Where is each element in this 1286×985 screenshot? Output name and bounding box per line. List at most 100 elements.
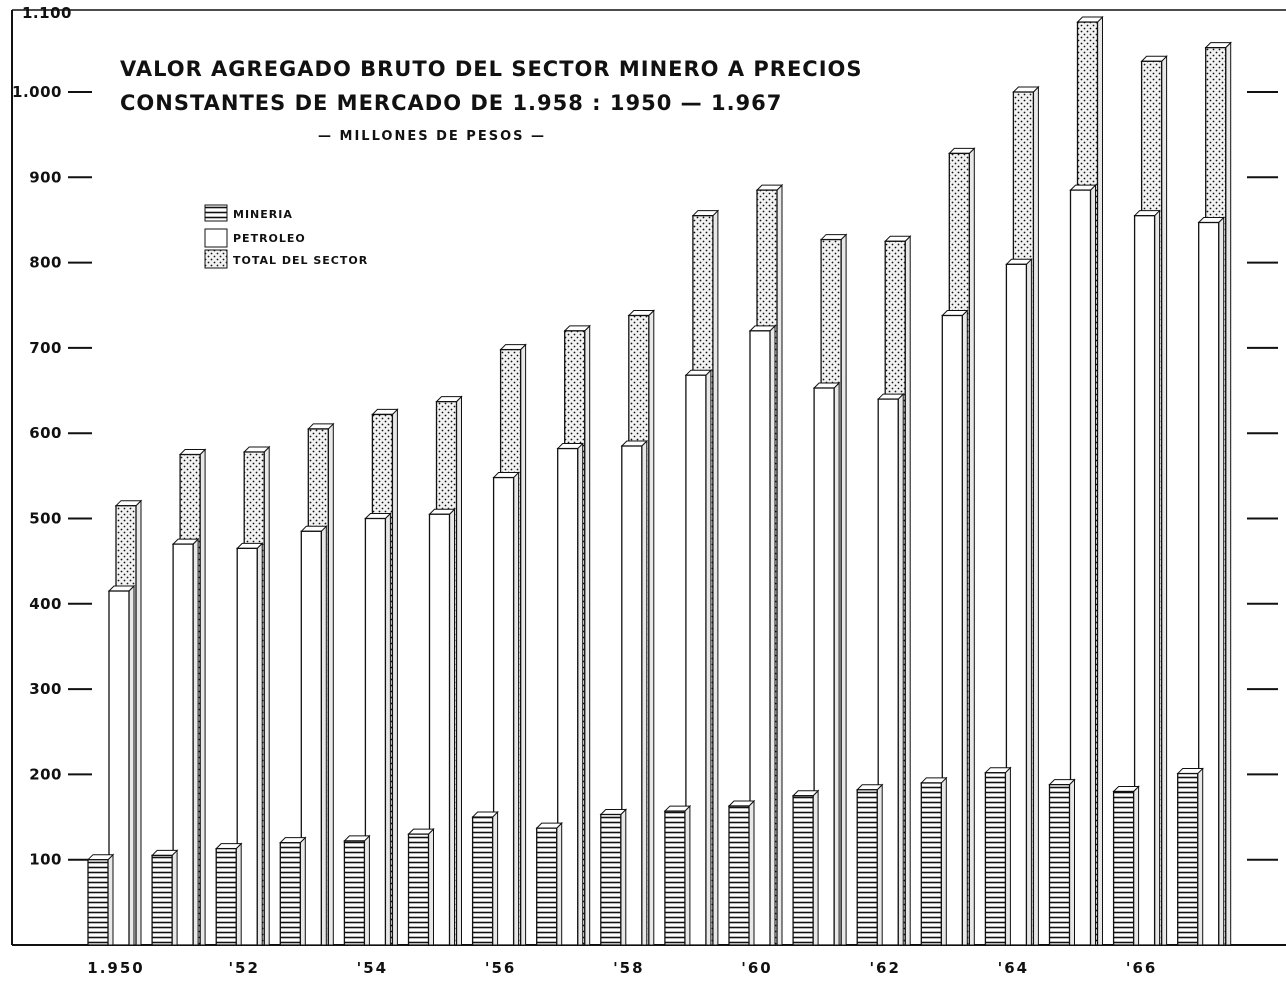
petroleo-bar: [236, 547, 258, 946]
total-bar-side: [199, 448, 206, 946]
total-bar-top: [499, 344, 527, 351]
y-tick-label: 700: [29, 339, 62, 357]
petroleo-bar-top: [620, 440, 649, 447]
y-tick-label: 800: [29, 254, 62, 272]
total-bar-top: [307, 423, 335, 430]
petroleo-bar: [108, 590, 130, 946]
mineria-bar-side: [235, 842, 242, 946]
x-tick-label: '52: [228, 959, 259, 977]
mineria-bar-top: [663, 805, 692, 812]
x-tick-label: '54: [357, 959, 388, 977]
total-bar-side: [135, 499, 142, 946]
petroleo-bar: [813, 387, 835, 946]
mineria-bar-side: [876, 783, 883, 946]
total-bar-side: [391, 408, 398, 946]
total-bar-side: [263, 445, 270, 946]
total-bar-side: [1097, 15, 1103, 946]
petroleo-bar: [1198, 221, 1220, 946]
petroleo-bar-top: [1133, 210, 1161, 217]
petroleo-bar: [364, 517, 387, 946]
mineria-bar-top: [727, 800, 756, 807]
x-tick-label: '62: [869, 959, 900, 977]
legend-swatch-petroleo: [204, 228, 228, 248]
petroleo-bar-side: [1154, 209, 1161, 946]
total-bar-top: [819, 234, 848, 241]
petroleo-bar-top: [235, 542, 264, 549]
petroleo-bar-side: [1025, 258, 1032, 946]
petroleo-bar-side: [128, 584, 135, 946]
mineria-bar-side: [299, 836, 306, 946]
x-tick-label: 1.950: [87, 959, 144, 977]
total-bar-top: [691, 210, 720, 217]
petroleo-bar: [1069, 189, 1092, 946]
mineria-bar-side: [492, 810, 499, 946]
y-tick-label: 100: [29, 851, 62, 869]
total-bar-top: [371, 408, 399, 415]
total-bar-side: [1225, 41, 1232, 946]
total-bar-side: [712, 209, 719, 946]
total-bar-top: [627, 309, 656, 316]
petroleo-bar-top: [876, 393, 905, 400]
petroleo-bar: [300, 530, 322, 946]
petroleo-bar-side: [384, 512, 391, 946]
mineria-bar: [792, 795, 814, 946]
x-tick-label: '56: [485, 959, 516, 977]
petroleo-bar-side: [513, 471, 520, 946]
petroleo-bar-side: [961, 309, 968, 946]
mineria-bar-side: [620, 808, 627, 946]
total-bar-side: [1032, 85, 1039, 946]
bars-group: [86, 15, 1232, 946]
petroleo-bar: [685, 374, 707, 946]
petroleo-bar: [557, 447, 579, 946]
mineria-bar: [279, 841, 301, 946]
mineria-bar-side: [428, 827, 434, 946]
petroleo-bar-side: [449, 508, 455, 946]
petroleo-bar-top: [364, 513, 392, 519]
petroleo-bar-side: [833, 381, 840, 946]
mineria-bar: [536, 827, 558, 946]
mineria-bar: [1177, 772, 1199, 946]
petroleo-bar-top: [748, 325, 777, 332]
total-bar-top: [242, 446, 271, 453]
total-bar-top: [178, 449, 207, 456]
y-tick-label: 400: [29, 595, 62, 613]
mineria-bar-side: [684, 804, 691, 946]
mineria-bar: [215, 847, 237, 946]
chart-subtitle: — MILLONES DE PESOS —: [318, 129, 546, 144]
petroleo-bar-top: [428, 508, 456, 515]
x-tick-label: '60: [741, 959, 772, 977]
mineria-bar-top: [86, 854, 115, 861]
petroleo-bar-side: [705, 368, 712, 946]
mineria-bar-top: [599, 808, 628, 815]
mineria-bar-top: [535, 822, 563, 829]
petroleo-bar: [621, 445, 643, 946]
mineria-bar-side: [556, 821, 563, 946]
mineria-bar-top: [920, 777, 948, 784]
total-bar-side: [520, 343, 527, 946]
chart-title-line2: CONSTANTES DE MERCADO DE 1.958 : 1950 — …: [120, 91, 782, 115]
petroleo-bar-top: [1069, 184, 1097, 191]
legend-label-total: TOTAL DEL SECTOR: [233, 254, 368, 267]
petroleo-bar-top: [812, 382, 841, 389]
mineria-bar-top: [407, 828, 435, 835]
petroleo-bar: [492, 476, 515, 946]
total-bar-side: [904, 235, 911, 946]
y-axis-ticks: 1.000 900 800 700 600 500 400 300 200 100: [12, 83, 92, 869]
right-axis-ticks: [1247, 91, 1278, 861]
petroleo-bar-top: [684, 369, 713, 376]
total-bar-top: [1140, 55, 1168, 62]
mineria-bar-side: [363, 834, 370, 946]
mineria-bar-top: [791, 790, 820, 797]
y-tick-label: 1.000: [12, 83, 62, 101]
petroleo-bar-side: [192, 537, 199, 946]
petroleo-bar-top: [171, 538, 200, 545]
petroleo-bar-side: [641, 439, 648, 946]
total-bar-side: [776, 183, 783, 946]
mineria-bar: [984, 772, 1007, 946]
mineria-bar-side: [1069, 778, 1075, 946]
legend: MINERIA PETROLEO TOTAL DEL SECTOR: [204, 204, 368, 269]
mineria-bar-top: [855, 784, 884, 791]
total-bar-side: [648, 309, 655, 946]
total-bar-top: [755, 184, 784, 191]
